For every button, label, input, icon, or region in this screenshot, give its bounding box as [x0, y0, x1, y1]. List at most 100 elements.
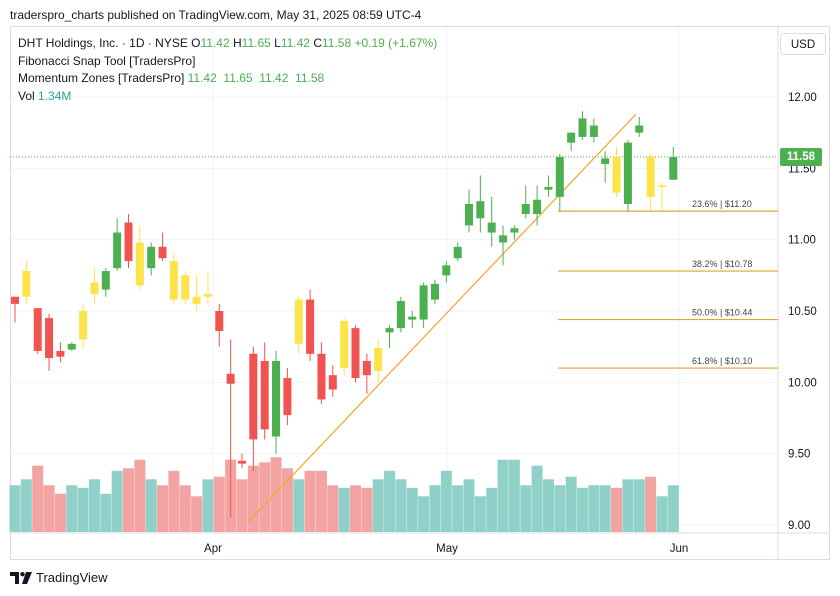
candle-body — [158, 246, 167, 259]
candle-body — [135, 242, 144, 286]
candle-body — [385, 328, 394, 333]
time-tick-label: Jun — [670, 543, 689, 555]
symbol-row[interactable]: DHT Holdings, Inc. · 1D · NYSE O11.42 H1… — [18, 35, 437, 53]
volume-bar — [497, 459, 509, 532]
volume-bar — [281, 468, 293, 532]
volume-bar — [372, 479, 384, 532]
candle-body — [113, 232, 122, 269]
volume-bar — [508, 459, 520, 532]
candle-body — [22, 271, 31, 297]
candle-body — [56, 350, 65, 357]
candle-body — [294, 299, 303, 344]
volume-bar — [123, 468, 134, 532]
volume-bar — [145, 479, 157, 532]
currency-button[interactable]: USD — [780, 33, 826, 55]
candle-body — [510, 228, 519, 233]
open-value: 11.42 — [200, 36, 230, 50]
candle-body — [544, 186, 553, 190]
volume-bar — [577, 487, 588, 532]
volume-bar — [429, 485, 441, 532]
candle-body — [646, 156, 655, 197]
candle-body — [601, 158, 610, 165]
low-value: 11.42 — [280, 36, 310, 50]
candle-body — [635, 125, 644, 133]
candle-body — [442, 265, 451, 276]
volume-bar — [134, 459, 146, 532]
candle-body — [317, 353, 326, 400]
indicator-momentum[interactable]: Momentum Zones [TradersPro] 11.42 11.65 … — [18, 70, 437, 88]
volume-bar — [191, 496, 203, 532]
candle-body — [589, 125, 598, 137]
candle-body — [272, 360, 281, 437]
candle-body — [90, 282, 99, 294]
candle-body — [249, 353, 258, 440]
candle-body — [101, 271, 110, 290]
candle-body — [669, 156, 678, 180]
volume-bar — [213, 476, 225, 532]
volume-bar — [111, 470, 123, 532]
tradingview-brand[interactable]: TradingView — [10, 570, 108, 585]
trend-line — [247, 113, 637, 523]
volume-bar — [100, 493, 112, 532]
volume-bar — [179, 485, 191, 532]
candle-body — [487, 222, 496, 233]
price-tick-label: 12.00 — [788, 92, 817, 104]
candle-body — [351, 328, 360, 379]
candle-body — [419, 285, 428, 320]
indicator-momentum-label: Momentum Zones [TradersPro] — [18, 71, 185, 85]
volume-bar — [43, 485, 55, 532]
high-value: 11.65 — [241, 36, 271, 50]
volume-bar — [611, 487, 623, 532]
volume-bar — [531, 465, 543, 532]
candle-body — [67, 343, 76, 350]
volume-bar — [168, 470, 180, 532]
candle-body — [430, 283, 439, 300]
candle-body — [396, 301, 405, 329]
candle-body — [45, 318, 54, 359]
volume-bar — [20, 479, 32, 532]
change-value: +0.19 (+1.67%) — [354, 36, 438, 50]
price-tick-label: 11.00 — [788, 235, 816, 247]
volume-bar — [259, 462, 271, 532]
volume-row[interactable]: Vol 1.34M — [18, 88, 437, 106]
fib-level-label: 23.6% | $11.20 — [692, 199, 752, 209]
tradingview-logo-icon — [10, 571, 32, 584]
volume-bar — [157, 485, 169, 532]
candle-body — [124, 222, 133, 262]
volume-bar — [645, 476, 657, 532]
fib-level-label: 61.8% | $10.10 — [692, 356, 752, 366]
volume-bar — [440, 470, 452, 532]
indicator-fibonacci[interactable]: Fibonacci Snap Tool [TradersPro] — [18, 53, 437, 71]
time-tick-label: May — [436, 543, 458, 555]
candle-body — [657, 185, 666, 187]
candle-body — [215, 311, 224, 331]
candle-body — [408, 316, 417, 320]
symbol-title[interactable]: DHT Holdings, Inc. · 1D · NYSE — [18, 36, 188, 50]
volume-bar — [474, 496, 486, 532]
volume-bar — [66, 485, 78, 532]
candle-body — [374, 348, 383, 371]
close-label: C — [313, 36, 322, 50]
candle-body — [169, 261, 178, 300]
volume-bar — [599, 485, 611, 532]
volume-bar — [622, 479, 634, 532]
volume-bar — [656, 496, 668, 532]
close-value: 11.58 — [322, 36, 352, 50]
indicator-fibonacci-label: Fibonacci Snap Tool [TradersPro] — [18, 53, 196, 68]
candle-body — [521, 204, 530, 214]
volume-bar — [486, 487, 498, 532]
candle-body — [362, 360, 371, 376]
candle-body — [499, 235, 508, 243]
open-label: O — [191, 36, 201, 50]
price-tick-label: 11.50 — [788, 163, 816, 175]
volume-bar — [463, 479, 475, 532]
candle-body — [181, 275, 190, 300]
candle-body — [533, 199, 542, 214]
volume-bar — [520, 485, 532, 532]
candle-body — [79, 311, 88, 340]
volume-bar — [32, 465, 44, 532]
fib-level-label: 50.0% | $10.44 — [692, 308, 752, 318]
low-label: L — [274, 36, 281, 50]
candle-body — [192, 296, 201, 304]
